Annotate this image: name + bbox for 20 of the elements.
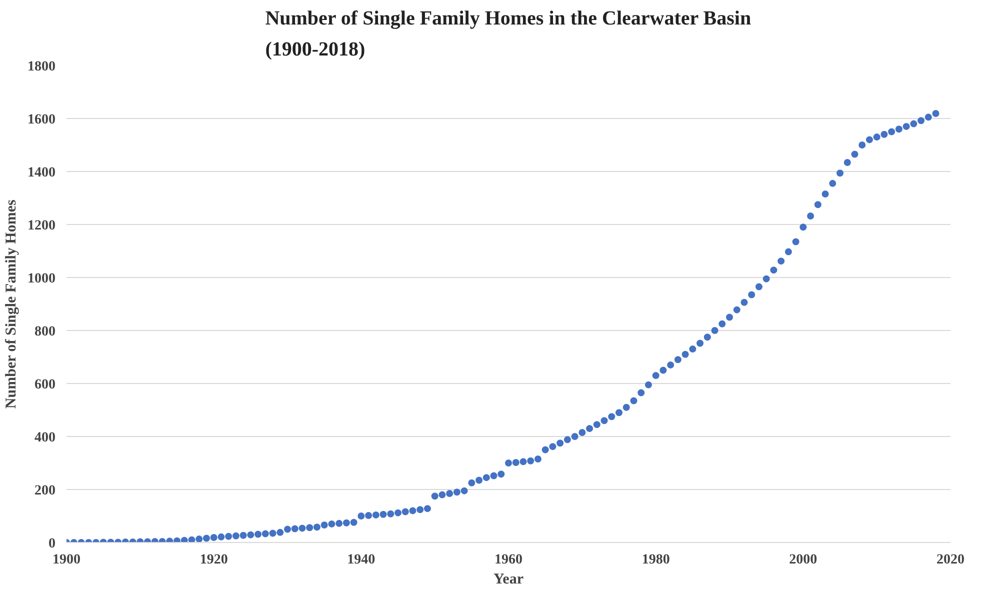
x-tick-label: 1900 bbox=[52, 552, 80, 568]
x-tick-label: 1980 bbox=[642, 552, 670, 568]
x-tick-label: 1940 bbox=[347, 552, 376, 568]
x-axis-title: Year bbox=[494, 572, 524, 588]
y-tick-label: 0 bbox=[48, 536, 56, 552]
y-tick-label: 1000 bbox=[28, 272, 56, 286]
y-tick-label: 400 bbox=[34, 430, 56, 446]
y-tick-label: 1200 bbox=[28, 218, 56, 234]
y-tick-label: 800 bbox=[34, 324, 56, 340]
x-tick-label: 1960 bbox=[494, 552, 522, 568]
y-tick-label: 1400 bbox=[28, 166, 56, 180]
chart-title: Number of Single Family Homes in the Clearwater Basin (1900-2018) bbox=[265, 8, 752, 60]
y-tick-label: 1800 bbox=[28, 60, 56, 74]
y-tick-label: 600 bbox=[34, 378, 56, 392]
y-tick-label: 200 bbox=[34, 484, 56, 498]
x-tick-label: 2020 bbox=[936, 552, 964, 568]
x-tick-label: 2000 bbox=[789, 552, 818, 568]
x-tick-label: 1920 bbox=[200, 552, 228, 568]
y-axis-title: Number of Single Family Homes bbox=[4, 200, 20, 409]
y-tick-label: 1600 bbox=[28, 112, 56, 128]
